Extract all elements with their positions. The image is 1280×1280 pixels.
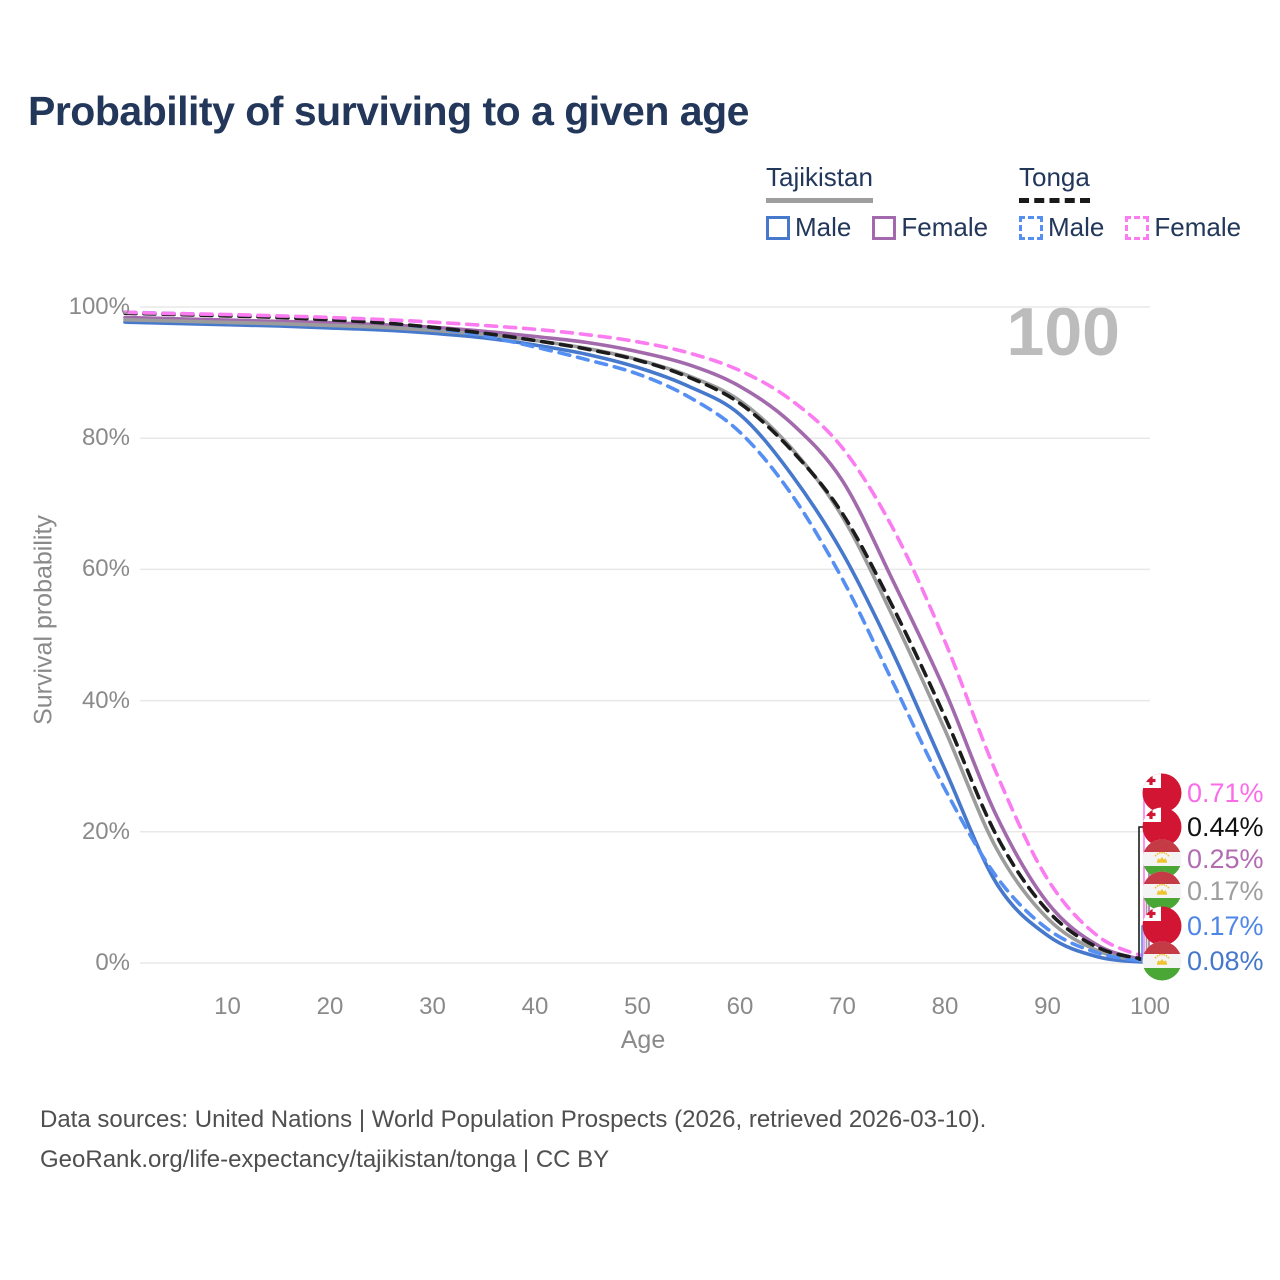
series-line-tajikistan-male <box>123 320 1152 965</box>
tajikistan-flag-icon <box>1142 871 1182 911</box>
x-tick-30: 30 <box>419 993 446 1020</box>
legend-group-title: Tonga <box>1019 162 1090 203</box>
y-tick-100%: 100% <box>68 293 130 320</box>
legend-item-label: Male <box>795 212 852 242</box>
y-tick-60%: 60% <box>81 555 130 583</box>
end-label-value: 0.25% <box>1187 844 1264 874</box>
end-label-tajikistan-both-sexes: 0.17% <box>1142 871 1264 911</box>
end-label-value: 0.08% <box>1187 946 1264 976</box>
end-label-value: 0.17% <box>1187 876 1264 906</box>
legend-item-label: Male <box>1048 212 1105 242</box>
series-line-tonga-male <box>123 310 1152 964</box>
legend-item-tajikistan-male[interactable]: Male <box>766 212 851 243</box>
tonga-flag-icon <box>1142 906 1182 946</box>
data-sources-text: Data sources: United Nations | World Pop… <box>40 1106 987 1133</box>
y-tick-20%: 20% <box>81 817 130 845</box>
legend-item-tonga-male[interactable]: Male <box>1019 212 1104 243</box>
x-tick-90: 90 <box>1034 993 1061 1020</box>
legend-group-title: Tajikistan <box>766 162 873 203</box>
legend-swatch <box>872 215 897 240</box>
end-label-tajikistan-male: 0.08% <box>1142 941 1264 981</box>
end-label-tonga-male: 0.17% <box>1142 906 1264 946</box>
legend-swatch <box>1019 215 1043 240</box>
series-line-tonga-female <box>123 310 1152 961</box>
x-tick-100: 100 <box>1129 993 1171 1020</box>
series-line-tajikistan-both-sexes <box>123 318 1152 964</box>
y-axis-title: Survival probability <box>29 515 58 725</box>
page-title: Probability of surviving to a given age <box>28 88 749 134</box>
x-tick-10: 10 <box>214 993 241 1020</box>
x-tick-80: 80 <box>931 993 959 1020</box>
legend-item-label: Female <box>1154 212 1242 242</box>
end-label-value: 0.17% <box>1187 911 1264 941</box>
end-label-value: 0.44% <box>1187 812 1264 842</box>
legend-swatch <box>1125 215 1150 240</box>
series-line-tonga-both-sexes <box>123 311 1152 962</box>
end-label-value: 0.71% <box>1187 778 1264 808</box>
gridlines <box>140 306 1150 964</box>
legend-item-tajikistan-female[interactable]: Female <box>872 212 988 243</box>
age-counter-watermark: 100 <box>1006 294 1120 370</box>
y-tick-0%: 0% <box>95 949 130 976</box>
y-tick-80%: 80% <box>81 424 130 452</box>
legend-swatch <box>766 215 790 240</box>
series-line-tajikistan-female <box>123 315 1152 964</box>
x-tick-40: 40 <box>521 993 549 1020</box>
tonga-flag-icon <box>1142 773 1182 813</box>
x-tick-20: 20 <box>316 993 344 1020</box>
x-tick-50: 50 <box>624 993 651 1020</box>
x-tick-70: 70 <box>829 993 856 1020</box>
attribution-text: GeoRank.org/life-expectancy/tajikistan/t… <box>40 1146 610 1173</box>
end-label-tonga-female: 0.71% <box>1142 773 1264 813</box>
x-axis-title: Age <box>620 1026 666 1054</box>
legend-item-tonga-female[interactable]: Female <box>1125 212 1241 243</box>
tajikistan-flag-icon <box>1142 941 1182 981</box>
legend-group-tonga: Tonga Male Female <box>1019 162 1241 243</box>
x-tick-60: 60 <box>726 993 754 1020</box>
legend-item-label: Female <box>901 212 989 242</box>
y-tick-40%: 40% <box>81 686 130 714</box>
legend-group-tajikistan: Tajikistan Male Female <box>766 162 988 243</box>
